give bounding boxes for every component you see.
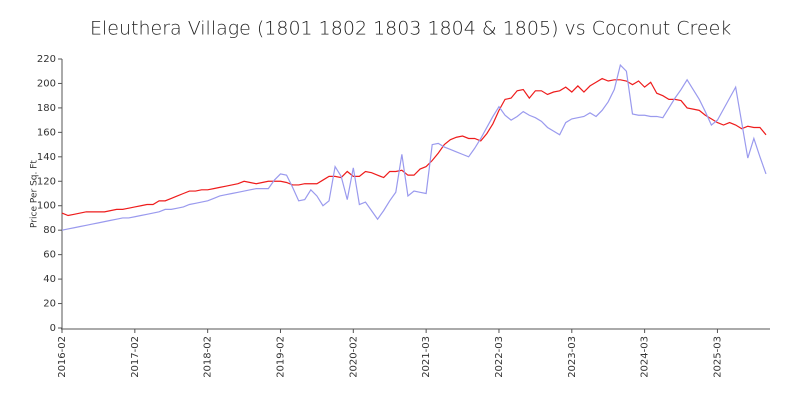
y-axis-label: Price Per Sq. Ft (30, 160, 40, 228)
y-tick-label: 180 (37, 103, 56, 114)
y-tick-label: 20 (43, 299, 56, 310)
y-tick-label: 120 (37, 176, 56, 187)
y-tick-label: 200 (37, 78, 56, 89)
y-tick-label: 40 (43, 274, 56, 285)
x-tick-label: 2017-02 (130, 336, 141, 378)
y-tick-label: 100 (37, 201, 56, 212)
y-tick-label: 220 (37, 54, 56, 65)
x-tick-label: 2024-03 (640, 336, 651, 378)
y-tick-label: 0 (50, 323, 56, 334)
x-tick-label: 2023-03 (567, 336, 578, 378)
y-tick-label: 60 (43, 250, 56, 261)
chart-title: Eleuthera Village (1801 1802 1803 1804 &… (90, 18, 731, 40)
y-tick-label: 140 (37, 152, 56, 163)
x-tick-label: 2019-02 (275, 336, 286, 378)
x-tick-label: 2018-02 (203, 336, 214, 378)
x-tick-label: 2022-03 (494, 336, 505, 378)
y-tick-label: 160 (37, 127, 56, 138)
x-tick-label: 2020-02 (348, 336, 359, 378)
x-tick-label: 2025-03 (712, 336, 723, 378)
x-tick-label: 2021-03 (421, 336, 432, 378)
series-line (61, 77, 767, 217)
y-tick-label: 80 (43, 225, 56, 236)
x-tick-label: 2016-02 (57, 336, 68, 378)
series-line (61, 63, 767, 231)
